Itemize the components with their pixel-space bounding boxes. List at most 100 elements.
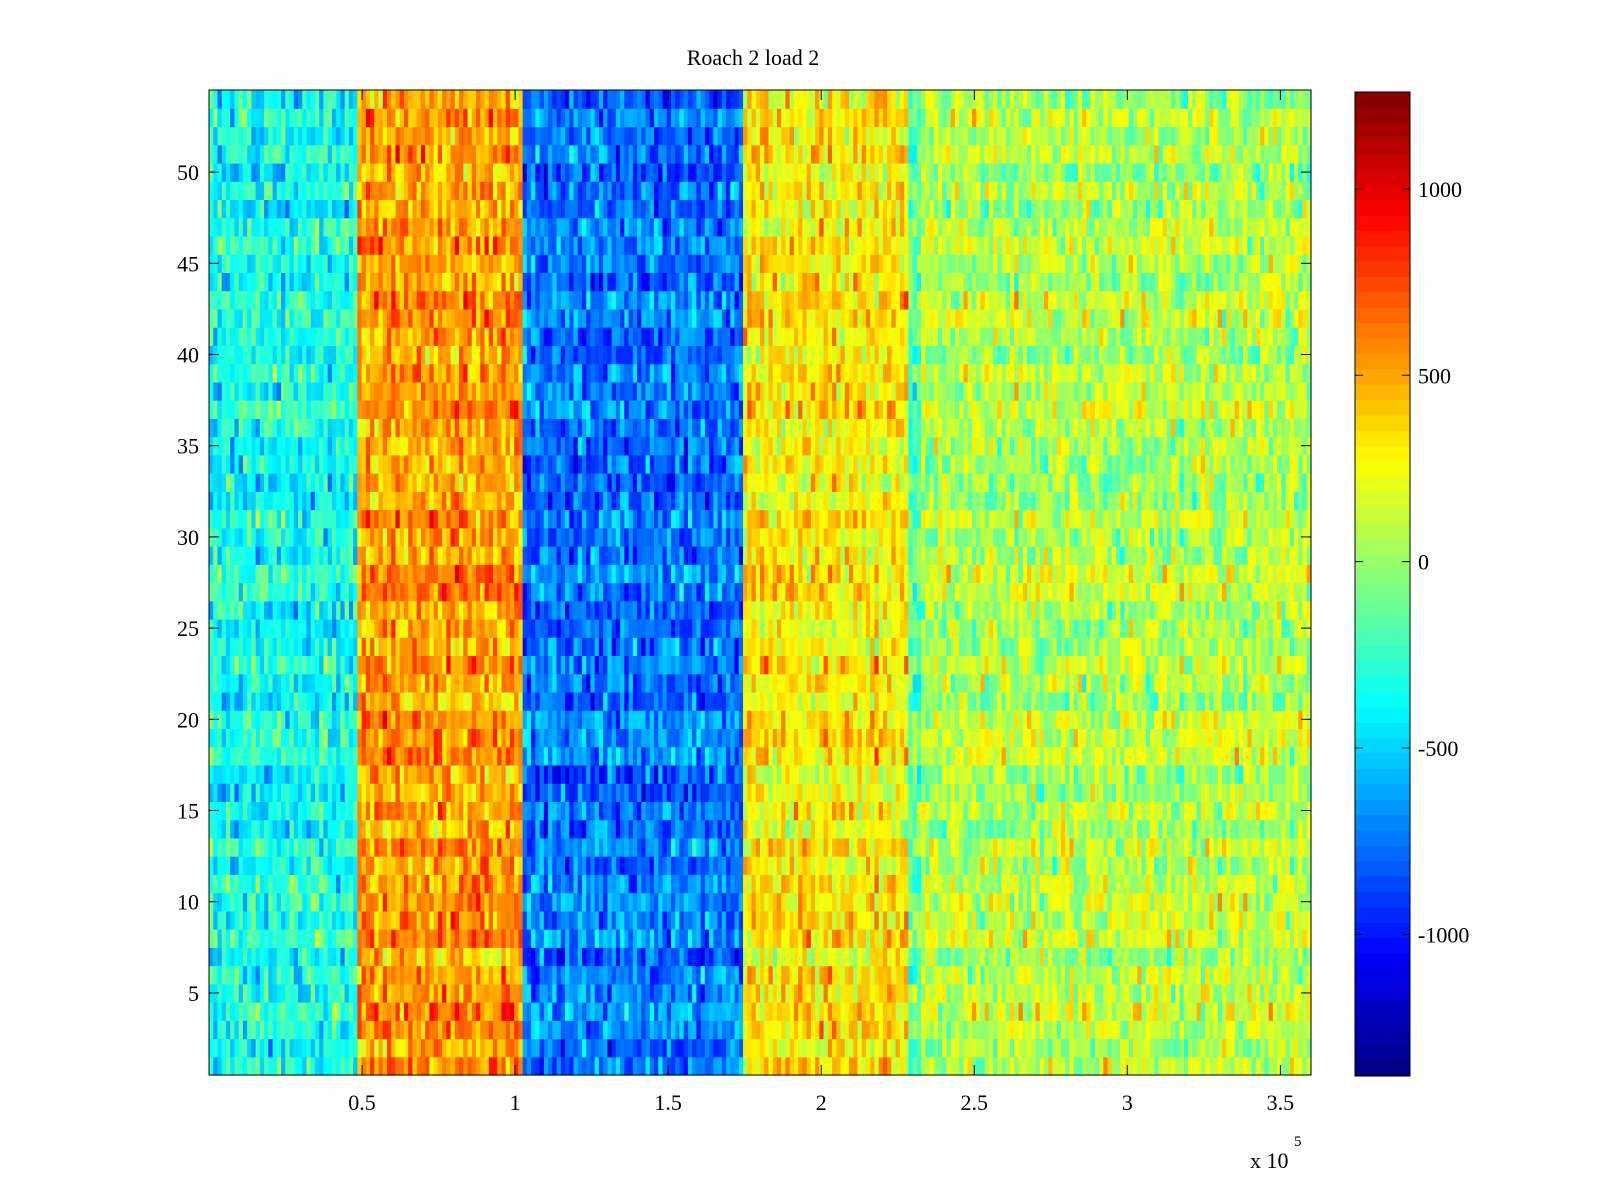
heatmap-cell [878, 801, 884, 821]
heatmap-cell [251, 837, 257, 857]
heatmap-cell [1111, 1038, 1117, 1058]
heatmap-cell [505, 874, 511, 894]
heatmap-cell [552, 983, 558, 1003]
heatmap-cell [484, 856, 490, 875]
heatmap-cell [607, 947, 613, 967]
heatmap-cell [993, 728, 998, 748]
heatmap-cell [887, 801, 892, 821]
heatmap-cell [611, 728, 617, 748]
heatmap-cell [391, 819, 397, 839]
heatmap-cell [887, 1020, 892, 1040]
heatmap-cell [1294, 1038, 1299, 1058]
heatmap-cell [255, 1038, 261, 1058]
heatmap-cell [387, 965, 392, 985]
heatmap-cell [1039, 892, 1045, 912]
heatmap-cell [1069, 947, 1075, 967]
heatmap-cell [1111, 1002, 1117, 1021]
heatmap-cell [1213, 746, 1219, 766]
heatmap-cell [488, 1002, 494, 1021]
heatmap-cell [760, 1056, 765, 1076]
heatmap-cell [509, 892, 515, 912]
heatmap-cell [764, 910, 770, 930]
heatmap-cell [353, 764, 358, 784]
heatmap-cell [721, 910, 727, 930]
heatmap-cell [666, 947, 672, 967]
heatmap-cell [1166, 856, 1172, 875]
heatmap-cell [1243, 892, 1249, 912]
heatmap-cell [1022, 746, 1028, 766]
heatmap-cell [802, 801, 808, 821]
heatmap-cell [1124, 801, 1130, 821]
heatmap-cell [692, 929, 698, 948]
heatmap-cell [637, 837, 642, 857]
heatmap-cell [467, 910, 473, 930]
heatmap-cell [713, 1020, 719, 1040]
heatmap-cell [637, 929, 642, 948]
heatmap-cell [285, 728, 291, 748]
heatmap-cell [1247, 801, 1253, 821]
heatmap-cell [1175, 892, 1181, 912]
heatmap-cell [319, 801, 325, 821]
heatmap-cell [1298, 1038, 1304, 1058]
heatmap-cell [569, 819, 575, 839]
heatmap-cell [357, 819, 363, 839]
heatmap-cell [1196, 783, 1202, 802]
heatmap-cell [505, 1056, 511, 1076]
heatmap-cell [1107, 728, 1113, 748]
heatmap-cell [403, 1038, 409, 1058]
heatmap-cell [878, 892, 884, 912]
heatmap-cell [522, 947, 528, 967]
heatmap-cell [840, 929, 846, 948]
heatmap-cell [726, 728, 731, 748]
heatmap-cell [454, 965, 460, 985]
heatmap-cell [1175, 819, 1181, 839]
heatmap-cell [1132, 965, 1138, 985]
heatmap-cell [615, 892, 621, 912]
heatmap-cell [696, 764, 702, 784]
heatmap-cell [1243, 728, 1249, 748]
heatmap-cell [306, 856, 312, 875]
heatmap-cell [420, 801, 426, 821]
heatmap-cell [450, 1002, 456, 1021]
heatmap-cell [522, 929, 528, 948]
heatmap-cell [1005, 874, 1011, 894]
heatmap-cell [908, 819, 914, 839]
heatmap-cell [789, 1038, 795, 1058]
heatmap-cell [1192, 892, 1198, 912]
heatmap-cell [645, 764, 651, 784]
heatmap-cell [526, 746, 532, 766]
heatmap-cell [747, 1056, 753, 1076]
heatmap-cell [1027, 764, 1032, 784]
heatmap-cell [1031, 1020, 1037, 1040]
heatmap-cell [912, 783, 918, 802]
heatmap-cell [849, 764, 854, 784]
heatmap-cell [1196, 801, 1202, 821]
heatmap-cell [1281, 892, 1287, 912]
heatmap-cell [726, 801, 731, 821]
heatmap-cell [433, 783, 439, 802]
heatmap-cell [1183, 764, 1189, 784]
heatmap-cell [1069, 728, 1075, 748]
heatmap-cell [1107, 874, 1113, 894]
heatmap-cell [611, 819, 617, 839]
heatmap-cell [569, 947, 575, 967]
heatmap-cell [950, 892, 956, 912]
heatmap-cell [819, 892, 825, 912]
heatmap-cell [1196, 728, 1202, 748]
heatmap-cell [679, 892, 685, 912]
heatmap-cell [298, 965, 303, 985]
heatmap-cell [522, 1056, 528, 1076]
heatmap-cell [1128, 892, 1134, 912]
heatmap-cell [365, 1038, 371, 1058]
heatmap-cell [933, 819, 939, 839]
heatmap-cell [209, 929, 214, 948]
heatmap-cell [1077, 929, 1083, 948]
heatmap-cell [1090, 947, 1096, 967]
heatmap-cell [1209, 1056, 1215, 1076]
heatmap-cell [1289, 892, 1295, 912]
heatmap-cell [1226, 764, 1232, 784]
heatmap-cell [997, 965, 1003, 985]
heatmap-cell [344, 947, 350, 967]
heatmap-cell [687, 728, 693, 748]
heatmap-cell [628, 892, 634, 912]
